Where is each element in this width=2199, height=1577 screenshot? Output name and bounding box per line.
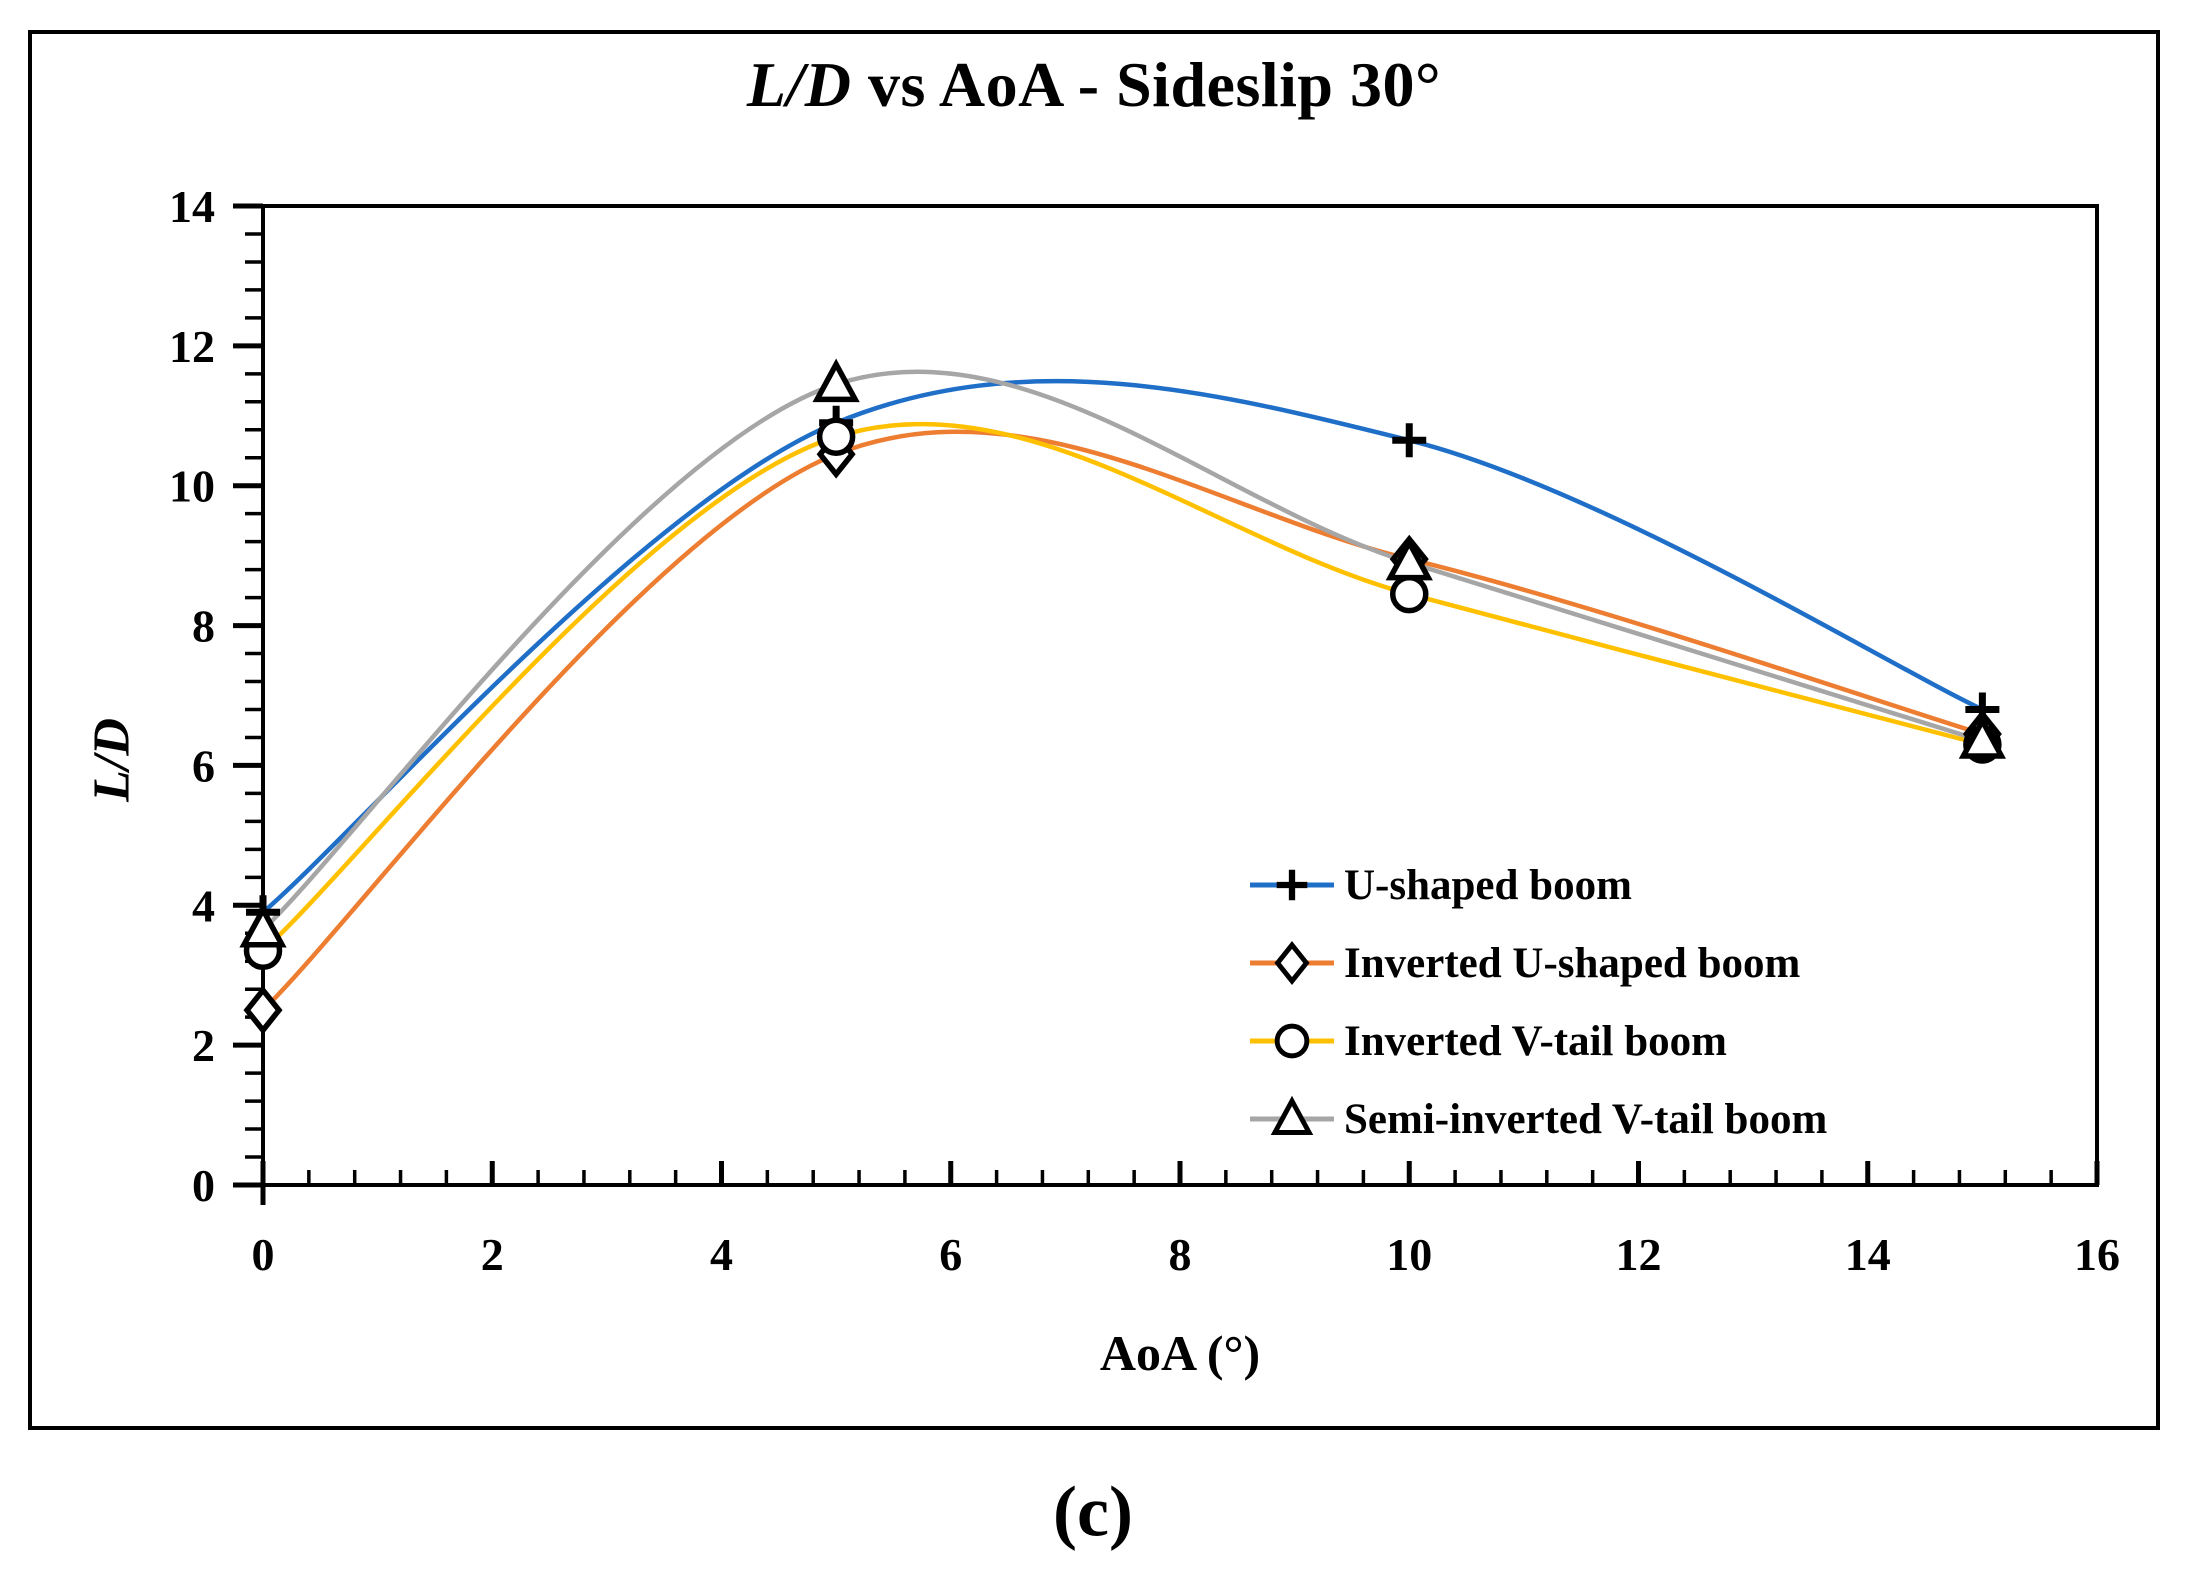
y-tick-label: 6 — [192, 740, 215, 791]
y-tick-label: 14 — [169, 181, 215, 232]
x-tick-label: 12 — [1616, 1229, 1662, 1280]
y-tick-label: 8 — [192, 601, 215, 652]
legend-label: Semi-inverted V-tail boom — [1344, 1095, 1828, 1143]
circle-legend-marker-icon — [1250, 1023, 1334, 1059]
figure-caption: (c) — [1053, 1471, 1133, 1552]
legend-label: Inverted U-shaped boom — [1344, 939, 1801, 987]
x-tick-label: 14 — [1845, 1229, 1891, 1280]
series-line-semi-inverted-v-tail-boom — [260, 369, 1985, 933]
legend-label: Inverted V-tail boom — [1344, 1017, 1727, 1065]
legend: U-shaped boom Inverted U-shaped boom Inver… — [1248, 846, 1827, 1158]
legend-marker-glyph — [1276, 869, 1308, 901]
x-tick-label: 16 — [2074, 1229, 2120, 1280]
chart-title-rest: vs AoA - Sideslip 30° — [851, 49, 1442, 120]
legend-item-inverted-u-shaped-boom: Inverted U-shaped boom — [1248, 924, 1827, 1002]
data-marker-circle — [1390, 574, 1429, 614]
data-marker-diamond — [243, 985, 283, 1035]
data-marker-plus — [1392, 423, 1427, 458]
legend-marker-glyph — [1270, 1095, 1314, 1135]
series-line-u-shaped-boom — [260, 378, 1985, 915]
figure-border — [28, 30, 2160, 1430]
x-tick-label: 6 — [939, 1229, 962, 1280]
legend-item-u-shaped-boom: U-shaped boom — [1248, 846, 1827, 924]
x-tick-label: 8 — [1169, 1229, 1192, 1280]
triangle-legend-marker-icon — [1250, 1095, 1334, 1135]
legend-marker-glyph — [1274, 941, 1310, 985]
y-tick-label: 0 — [192, 1160, 215, 1211]
chart-title-ld: L/D — [746, 49, 852, 120]
data-marker-circle — [816, 417, 856, 457]
y-tick-label: 2 — [192, 1020, 215, 1071]
data-marker-triangle — [812, 358, 860, 403]
chart-title: L/D vs AoA - Sideslip 30° — [28, 48, 2160, 122]
legend-item-semi-inverted-v-tail-boom: Semi-inverted V-tail boom — [1248, 1080, 1827, 1158]
x-tick-label: 0 — [252, 1229, 275, 1280]
x-axis-title: AoA (°) — [1099, 1325, 1261, 1381]
plus-legend-marker-icon — [1250, 869, 1334, 901]
data-marker-triangle — [1958, 715, 2007, 759]
series-line-inverted-v-tail-boom — [260, 421, 1985, 953]
legend-item-inverted-v-tail-boom: Inverted V-tail boom — [1248, 1002, 1827, 1080]
y-tick-label: 12 — [169, 321, 215, 372]
data-marker-triangle — [1385, 536, 1433, 581]
y-tick-label: 10 — [169, 461, 215, 512]
y-tick-label: 4 — [192, 880, 215, 931]
series-line-inverted-u-shaped-boom — [260, 429, 1985, 1013]
legend-marker-glyph — [1274, 1023, 1310, 1059]
legend-label: U-shaped boom — [1344, 861, 1632, 909]
diamond-legend-marker-icon — [1250, 941, 1334, 985]
x-tick-label: 10 — [1386, 1229, 1432, 1280]
x-tick-label: 4 — [710, 1229, 733, 1280]
data-marker-triangle — [239, 903, 287, 948]
x-tick-label: 2 — [481, 1229, 504, 1280]
